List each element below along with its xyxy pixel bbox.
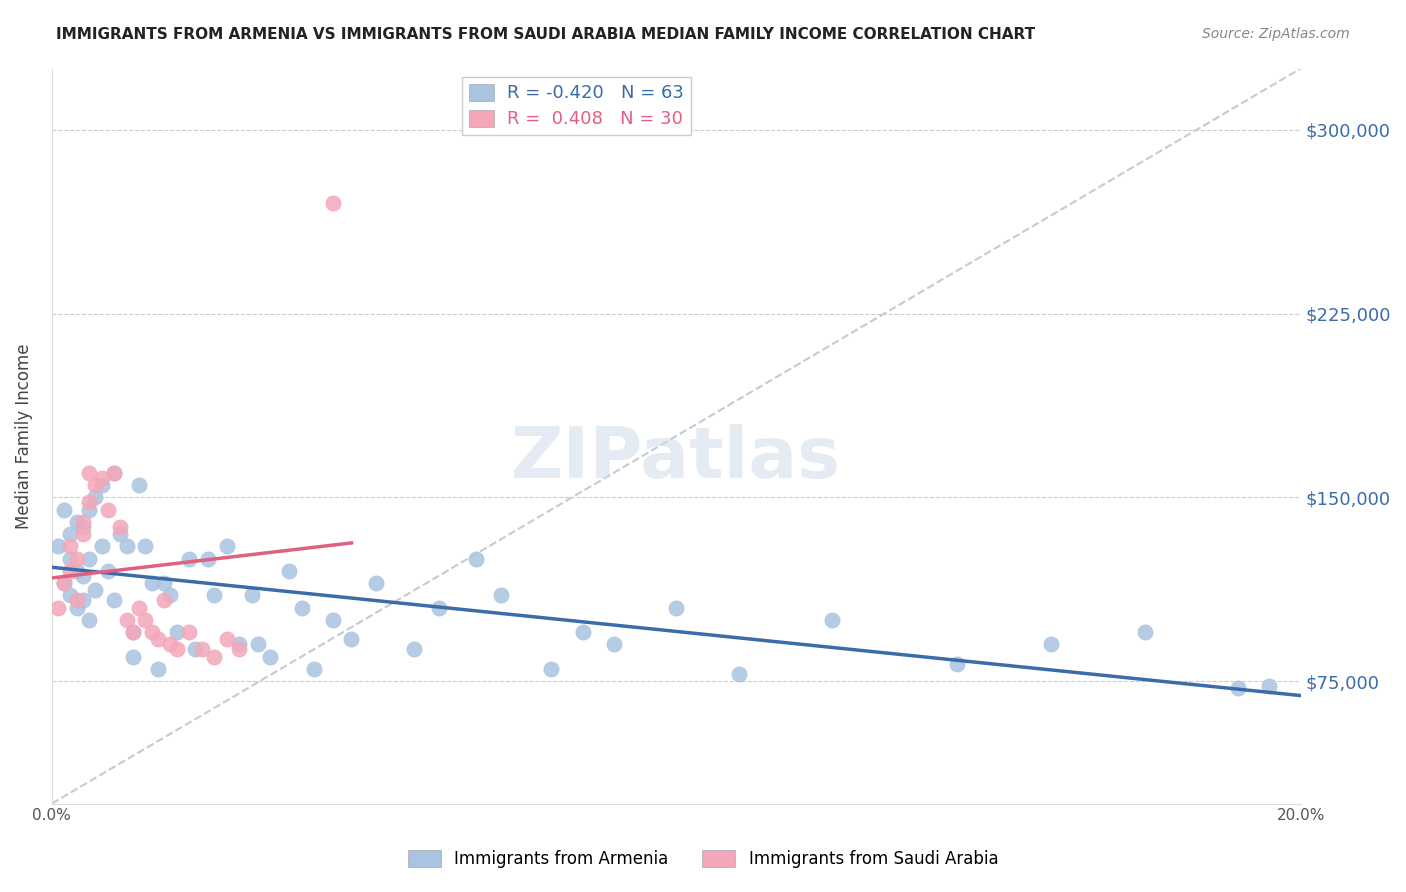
Point [103, 466, 125, 480]
Point [110, 527, 132, 541]
Point [1039, 637, 1062, 651]
Point [103, 466, 125, 480]
Point [134, 613, 156, 627]
Point [946, 657, 969, 671]
Point [72, 568, 94, 582]
Point [90, 539, 112, 553]
Point [1133, 625, 1156, 640]
Point [159, 588, 181, 602]
Point [66, 593, 89, 607]
Point [115, 613, 138, 627]
Point [153, 576, 176, 591]
Point [322, 613, 344, 627]
Point [571, 625, 593, 640]
Point [366, 576, 388, 591]
Point [90, 478, 112, 492]
Point [72, 527, 94, 541]
Point [66, 564, 89, 578]
Point [159, 637, 181, 651]
Text: IMMIGRANTS FROM ARMENIA VS IMMIGRANTS FROM SAUDI ARABIA MEDIAN FAMILY INCOME COR: IMMIGRANTS FROM ARMENIA VS IMMIGRANTS FR… [56, 27, 1035, 42]
Point [84, 491, 107, 505]
Point [153, 593, 176, 607]
Point [665, 600, 688, 615]
Point [66, 551, 89, 566]
Point [53, 576, 76, 591]
Point [727, 666, 749, 681]
Point [59, 527, 82, 541]
Point [46, 600, 69, 615]
Point [340, 632, 363, 647]
Point [491, 588, 513, 602]
Point [821, 613, 844, 627]
Point [122, 625, 145, 640]
Point [179, 625, 201, 640]
Point [540, 662, 562, 676]
Point [228, 637, 250, 651]
Point [103, 593, 125, 607]
Point [115, 539, 138, 553]
Y-axis label: Median Family Income: Median Family Income [15, 343, 32, 529]
Point [77, 466, 100, 480]
Point [122, 625, 145, 640]
Point [97, 502, 120, 516]
Point [97, 564, 120, 578]
Point [402, 642, 425, 657]
Point [90, 471, 112, 485]
Point [59, 539, 82, 553]
Point [72, 520, 94, 534]
Legend: Immigrants from Armenia, Immigrants from Saudi Arabia: Immigrants from Armenia, Immigrants from… [401, 843, 1005, 875]
Point [215, 632, 238, 647]
Point [197, 551, 219, 566]
Point [66, 515, 89, 529]
Legend: R = -0.420   N = 63, R =  0.408   N = 30: R = -0.420 N = 63, R = 0.408 N = 30 [463, 77, 690, 135]
Point [77, 502, 100, 516]
Point [190, 642, 212, 657]
Point [240, 588, 263, 602]
Point [59, 588, 82, 602]
Point [184, 642, 207, 657]
Text: ZIPatlas: ZIPatlas [512, 424, 841, 492]
Point [603, 637, 626, 651]
Point [59, 564, 82, 578]
Point [215, 539, 238, 553]
Point [146, 632, 169, 647]
Point [128, 478, 150, 492]
Point [77, 495, 100, 509]
Point [1258, 679, 1281, 693]
Point [110, 520, 132, 534]
Point [72, 515, 94, 529]
Point [228, 642, 250, 657]
Point [84, 583, 107, 598]
Point [128, 600, 150, 615]
Point [66, 600, 89, 615]
Point [53, 502, 76, 516]
Point [1227, 681, 1250, 696]
Point [278, 564, 301, 578]
Point [72, 593, 94, 607]
Point [302, 662, 325, 676]
Point [427, 600, 450, 615]
Point [141, 625, 163, 640]
Point [259, 649, 281, 664]
Point [322, 196, 344, 211]
Point [141, 576, 163, 591]
Point [59, 551, 82, 566]
Point [166, 642, 188, 657]
Point [290, 600, 312, 615]
Point [134, 539, 156, 553]
Point [166, 625, 188, 640]
Point [465, 551, 488, 566]
Point [246, 637, 269, 651]
Point [202, 588, 225, 602]
Point [146, 662, 169, 676]
Point [77, 613, 100, 627]
Point [53, 576, 76, 591]
Point [84, 478, 107, 492]
Point [46, 539, 69, 553]
Point [202, 649, 225, 664]
Point [122, 649, 145, 664]
Point [77, 551, 100, 566]
Point [179, 551, 201, 566]
Text: Source: ZipAtlas.com: Source: ZipAtlas.com [1202, 27, 1350, 41]
